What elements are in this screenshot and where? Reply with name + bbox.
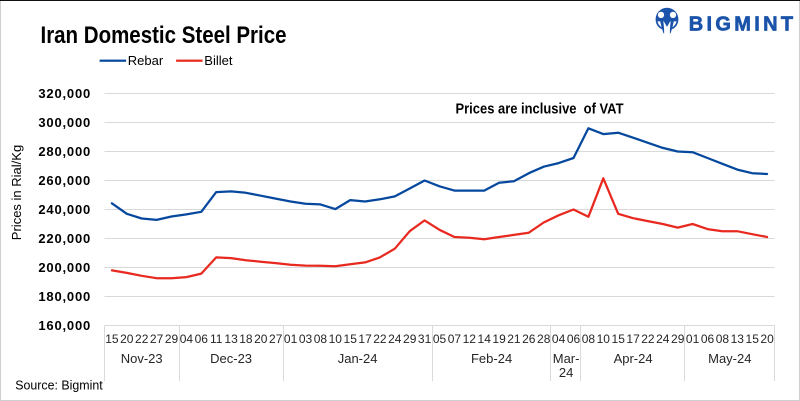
svg-text:Dec-23: Dec-23: [210, 351, 252, 366]
svg-text:24: 24: [388, 332, 402, 346]
svg-text:Source: Bigmint: Source: Bigmint: [15, 378, 103, 393]
svg-text:14: 14: [478, 332, 492, 346]
svg-text:300,000: 300,000: [38, 115, 91, 130]
svg-text:22: 22: [135, 332, 149, 346]
svg-text:06: 06: [567, 332, 581, 346]
svg-text:05: 05: [433, 332, 447, 346]
svg-text:15: 15: [105, 332, 119, 346]
svg-text:29: 29: [671, 332, 685, 346]
svg-text:13: 13: [731, 332, 745, 346]
svg-text:06: 06: [195, 332, 209, 346]
svg-text:13: 13: [224, 332, 238, 346]
svg-text:320,000: 320,000: [38, 86, 91, 101]
svg-text:20: 20: [254, 332, 268, 346]
svg-text:10: 10: [597, 332, 611, 346]
svg-text:17: 17: [358, 332, 372, 346]
svg-text:08: 08: [582, 332, 596, 346]
svg-text:180,000: 180,000: [38, 289, 91, 304]
svg-text:12: 12: [463, 332, 477, 346]
svg-text:31: 31: [418, 332, 432, 346]
svg-text:15: 15: [746, 332, 760, 346]
svg-text:18: 18: [239, 332, 253, 346]
svg-text:08: 08: [716, 332, 730, 346]
svg-text:Feb-24: Feb-24: [471, 351, 512, 366]
svg-text:11: 11: [210, 332, 223, 346]
svg-text:280,000: 280,000: [38, 144, 91, 159]
svg-text:06: 06: [701, 332, 715, 346]
svg-text:26: 26: [522, 332, 536, 346]
svg-text:24: 24: [656, 332, 670, 346]
svg-text:22: 22: [373, 332, 387, 346]
svg-text:220,000: 220,000: [38, 231, 91, 246]
svg-text:03: 03: [299, 332, 313, 346]
svg-text:BIGMINT: BIGMINT: [689, 13, 797, 35]
svg-text:Mar-: Mar-: [553, 351, 580, 366]
svg-text:01: 01: [686, 332, 700, 346]
svg-text:Iran Domestic Steel Price: Iran Domestic Steel Price: [41, 22, 287, 49]
svg-text:Billet: Billet: [204, 53, 233, 68]
svg-text:29: 29: [403, 332, 417, 346]
svg-text:Prices are inclusive of VAT: Prices are inclusive of VAT: [456, 102, 624, 118]
svg-text:07: 07: [448, 332, 462, 346]
svg-text:Rebar: Rebar: [128, 53, 164, 68]
svg-text:15: 15: [344, 332, 358, 346]
svg-text:Nov-23: Nov-23: [121, 351, 163, 366]
svg-text:17: 17: [626, 332, 640, 346]
svg-text:260,000: 260,000: [38, 173, 91, 188]
svg-text:Apr-24: Apr-24: [614, 351, 653, 366]
svg-text:160,000: 160,000: [38, 318, 91, 333]
svg-text:10: 10: [329, 332, 343, 346]
svg-text:28: 28: [537, 332, 551, 346]
svg-text:01: 01: [284, 332, 298, 346]
svg-text:24: 24: [559, 365, 573, 380]
svg-text:19: 19: [492, 332, 506, 346]
svg-text:15: 15: [612, 332, 626, 346]
svg-text:27: 27: [269, 332, 283, 346]
svg-text:May-24: May-24: [708, 351, 751, 366]
svg-text:Prices in Rial/Kg: Prices in Rial/Kg: [9, 145, 24, 240]
svg-text:20: 20: [120, 332, 134, 346]
svg-text:21: 21: [507, 332, 521, 346]
svg-text:08: 08: [314, 332, 328, 346]
svg-text:Jan-24: Jan-24: [338, 351, 378, 366]
svg-text:27: 27: [150, 332, 164, 346]
svg-text:22: 22: [641, 332, 655, 346]
svg-text:29: 29: [165, 332, 179, 346]
svg-text:240,000: 240,000: [38, 202, 91, 217]
svg-text:200,000: 200,000: [38, 260, 91, 275]
svg-text:04: 04: [180, 332, 194, 346]
svg-text:04: 04: [552, 332, 566, 346]
svg-text:20: 20: [760, 332, 774, 346]
